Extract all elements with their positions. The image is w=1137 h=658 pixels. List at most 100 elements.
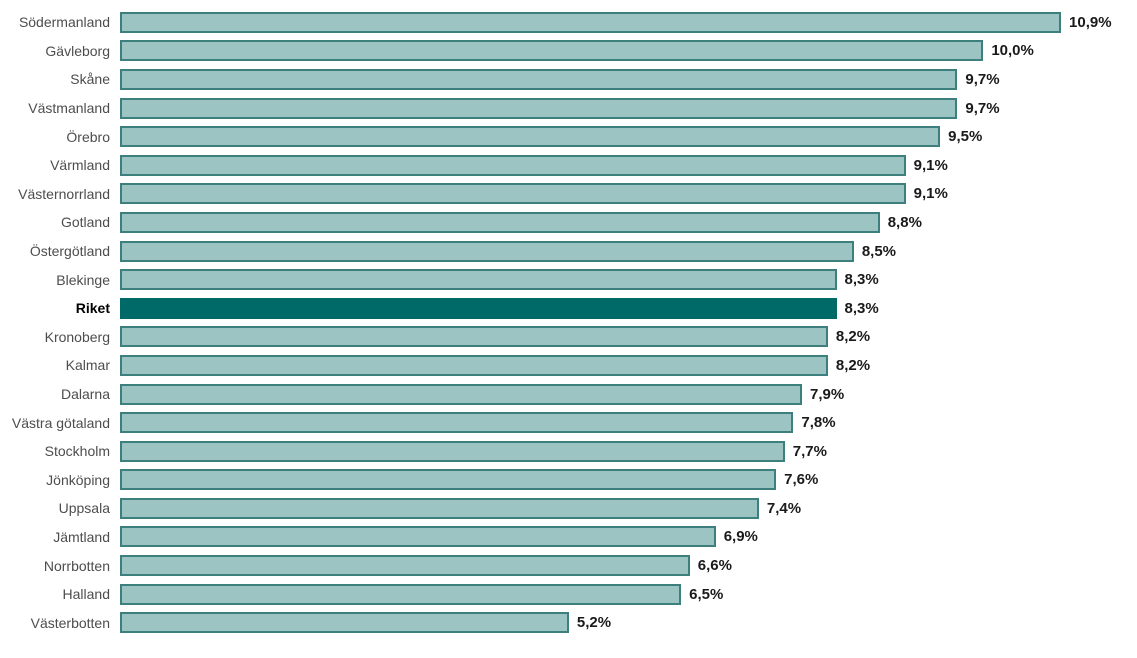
bar-row: Värmland 9,1% [0,151,1137,180]
bar [120,383,803,405]
bar [120,97,958,119]
bar [120,526,716,548]
category-label: Riket [75,300,110,317]
bar [120,612,569,634]
bar-area: 9,1% [120,183,1137,205]
category-label: Uppsala [58,500,110,517]
bar-row: Östergötland 8,5% [0,237,1137,266]
category-label: Kronoberg [44,328,110,345]
bar [120,240,854,262]
category-label: Västernorrland [18,185,110,202]
category-label: Dalarna [60,386,110,403]
bar [120,40,984,62]
bar-area: 8,8% [120,211,1137,233]
bar [120,183,906,205]
bar-area: 9,5% [120,126,1137,148]
bar [120,126,941,148]
bar-area: 8,2% [120,326,1137,348]
value-label: 10,0% [991,42,1034,60]
bar-row: Riket 8,3% [0,294,1137,323]
bar [120,154,906,176]
bar-area: 9,1% [120,154,1137,176]
bar [120,68,958,90]
bar-area: 8,3% [120,297,1137,319]
bar [120,497,759,519]
bar-row: Jönköping 7,6% [0,466,1137,495]
value-label: 7,8% [801,414,836,432]
bar [120,469,777,491]
bar [120,412,794,434]
value-label: 7,9% [810,385,845,403]
category-label: Västra götaland [11,414,110,431]
category-label: Halland [62,586,110,603]
category-label: Örebro [66,128,110,145]
category-label: Östergötland [29,243,110,260]
bar [120,354,828,376]
category-label: Södermanland [18,14,110,31]
category-label: Skåne [70,71,110,88]
category-label: Blekinge [56,271,110,288]
value-label: 7,7% [792,442,827,460]
bar-area: 6,5% [120,583,1137,605]
value-label: 6,9% [723,528,758,546]
bar-area: 7,9% [120,383,1137,405]
value-label: 10,9% [1069,13,1112,31]
bar-row: Kalmar 8,2% [0,351,1137,380]
bar-row: Dalarna 7,9% [0,380,1137,409]
value-label: 7,4% [766,499,802,517]
value-label: 8,5% [861,242,897,260]
bar-row: Gotland 8,8% [0,208,1137,237]
bar-area: 7,4% [120,497,1137,519]
bar-row: Jämtland 6,9% [0,523,1137,552]
value-label: 6,6% [697,557,732,575]
bar [120,11,1062,33]
bar-area: 5,2% [120,612,1137,634]
bar-rows-container: Södermanland 10,9% Gävleborg 10,0% Skåne 9,7%… [0,8,1137,637]
bar-row: Örebro 9,5% [0,122,1137,151]
category-label: Västerbotten [30,614,110,631]
bar-area: 8,2% [120,354,1137,376]
bar [120,269,837,291]
bar-row: Blekinge 8,3% [0,265,1137,294]
value-label: 9,1% [913,185,948,203]
bar-area: 10,0% [120,40,1137,62]
value-label: 9,1% [913,156,948,174]
bar-row: Stockholm 7,7% [0,437,1137,466]
value-label: 8,2% [835,356,871,374]
category-label: Jämtland [53,528,110,545]
bar-row: Västmanland 9,7% [0,94,1137,123]
category-label: Jönköping [46,471,110,488]
category-label: Norrbotten [43,557,110,574]
category-label: Gävleborg [45,42,110,59]
bar-area: 6,6% [120,555,1137,577]
value-label: 9,5% [948,128,983,146]
bar-area: 9,7% [120,68,1137,90]
value-label: 9,7% [965,99,1000,117]
value-label: 7,6% [784,471,819,489]
bar [120,583,682,605]
bar-row: Gävleborg 10,0% [0,37,1137,66]
bar-area: 8,5% [120,240,1137,262]
category-label: Gotland [60,214,110,231]
category-label: Värmland [50,157,110,174]
bar-row: Skåne 9,7% [0,65,1137,94]
bar-area: 7,6% [120,469,1137,491]
bar-row: Halland 6,5% [0,580,1137,609]
bar [120,297,837,319]
value-label: 6,5% [689,585,724,603]
bar-row: Kronoberg 8,2% [0,323,1137,352]
bar-area: 7,8% [120,412,1137,434]
bar-row: Norrbotten 6,6% [0,551,1137,580]
bar [120,440,785,462]
bar-area: 9,7% [120,97,1137,119]
value-label: 9,7% [965,70,1000,88]
category-label: Västmanland [28,100,110,117]
bar-area: 8,3% [120,269,1137,291]
bar-row: Södermanland 10,9% [0,8,1137,37]
bar-area: 6,9% [120,526,1137,548]
bar [120,555,690,577]
value-label: 8,3% [844,271,879,289]
category-label: Stockholm [44,443,110,460]
bar-area: 10,9% [120,11,1137,33]
